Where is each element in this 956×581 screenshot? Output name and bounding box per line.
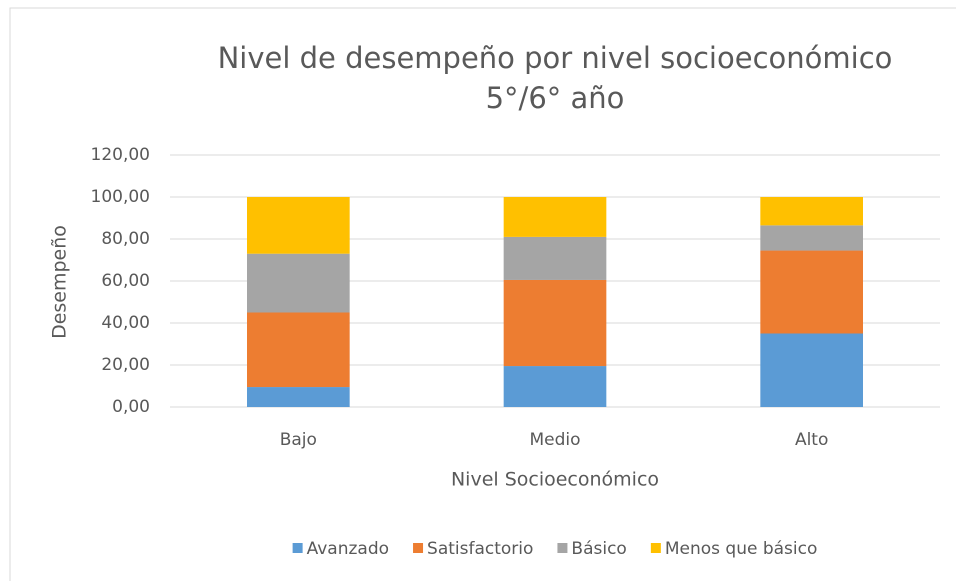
x-tick-label: Bajo [280, 430, 317, 450]
bar-segment [503, 236, 607, 280]
legend-swatch [650, 543, 661, 553]
bar-segment [760, 333, 863, 407]
y-axis-title: Desempeño [49, 225, 71, 339]
chart-title: Nivel de desempeño por nivel socioeconóm… [218, 41, 893, 75]
bar-segment [247, 387, 350, 407]
legend-swatch [292, 543, 303, 553]
y-tick-label: 100,00 [91, 187, 150, 207]
legend-label: Básico [571, 539, 626, 559]
x-tick-label: Medio [529, 430, 580, 450]
legend-label: Satisfactorio [427, 539, 533, 559]
y-tick-label: 20,00 [101, 355, 150, 375]
y-tick-label: 0,00 [112, 397, 150, 417]
bar-segment [760, 197, 863, 226]
bar-segment [247, 312, 350, 388]
legend-swatch [557, 543, 568, 553]
y-tick-label: 60,00 [101, 271, 150, 291]
legend-swatch [413, 543, 424, 553]
bar-segment [760, 250, 863, 334]
legend-label: Avanzado [307, 539, 389, 559]
y-tick-label: 80,00 [101, 229, 150, 249]
legend-label: Menos que básico [665, 539, 818, 559]
x-tick-label: Alto [795, 430, 828, 450]
bar-segment [503, 279, 607, 367]
bar-segment [503, 197, 607, 237]
bar-segment [503, 366, 607, 407]
bar-segment [247, 197, 350, 254]
bar-segment [247, 253, 350, 313]
bar-segment [760, 225, 863, 251]
y-tick-label: 120,00 [91, 145, 150, 165]
x-axis-title: Nivel Socioeconómico [451, 469, 659, 491]
chart-title: 5°/6° año [486, 81, 625, 115]
y-tick-label: 40,00 [101, 313, 150, 333]
